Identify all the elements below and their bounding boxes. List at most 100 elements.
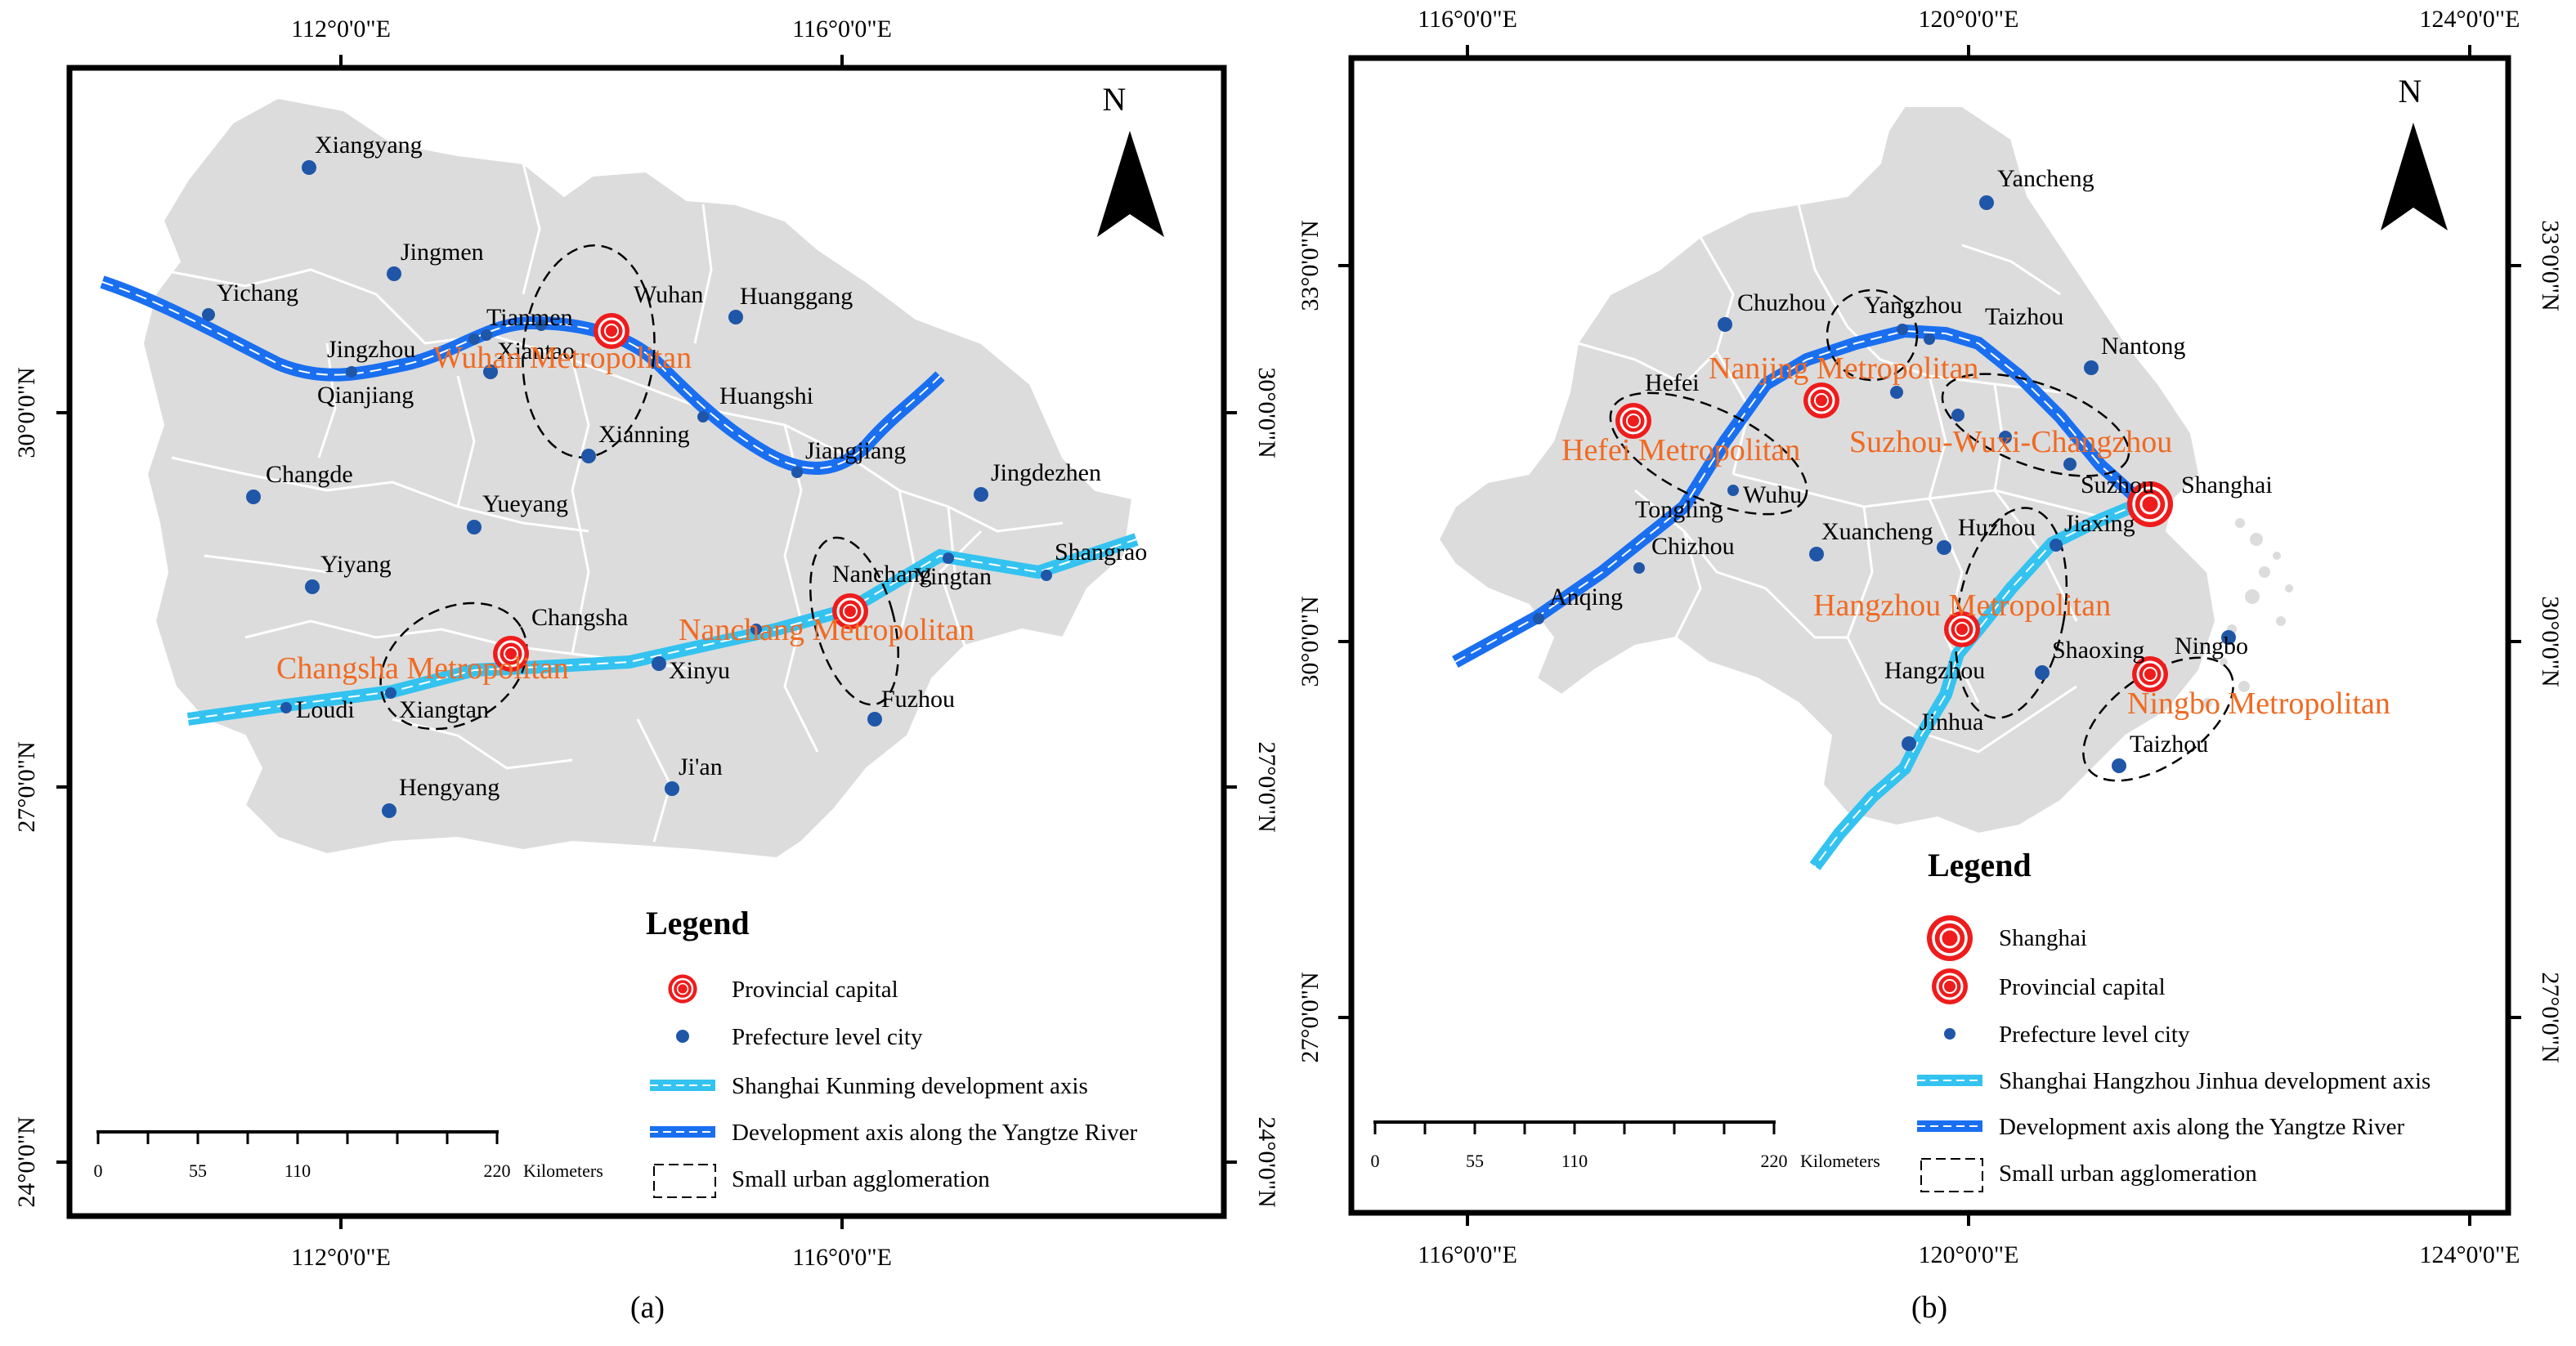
city-dot (468, 333, 480, 345)
city-label: Ningbo (2175, 633, 2248, 660)
capital-label: Hefei (1645, 369, 1700, 396)
legend-capital-swatch (667, 973, 698, 1004)
city-label: Chuzhou (1737, 289, 1826, 316)
city-label: Jingmen (401, 239, 484, 266)
city-dot (302, 160, 316, 175)
city-dot (1951, 409, 1964, 422)
panel-a-yangtze-axis-dash (101, 281, 941, 469)
city-label: Suzhou (2081, 472, 2154, 499)
city-label: Xinyu (669, 657, 730, 684)
city-label: Shaoxing (2052, 637, 2144, 664)
legend-item: Small urban agglomeration (732, 1166, 990, 1192)
city-dot (246, 490, 261, 504)
city-dot (202, 308, 215, 321)
metro-label: Wuhan Metropolitan (433, 341, 692, 375)
city-label: Xiangtan (399, 696, 489, 723)
city-label: Xuancheng (1821, 518, 1933, 545)
city-label: Xiantao (497, 338, 575, 364)
city-dot (665, 781, 679, 796)
city-dot (1727, 485, 1739, 496)
metro-label: Nanchang Metropolitan (679, 613, 974, 647)
lat-tick: 30°0'0"N (1297, 596, 1324, 686)
city-label: Huzhou (1958, 514, 2036, 541)
city-dot (1890, 386, 1903, 399)
city-dot (385, 687, 396, 699)
city-dot (280, 702, 292, 713)
capital-label: Wuhan (634, 281, 703, 308)
city-label: Tongling (1635, 496, 1723, 523)
city-label: Tianmen (486, 304, 573, 331)
city-dot (535, 320, 547, 331)
city-label: Yueyang (482, 490, 568, 517)
panel-a-city-markers (202, 160, 1052, 818)
scale-tick: 55 (1466, 1151, 1484, 1171)
city-label: Chizhou (1651, 533, 1735, 560)
city-dot (581, 449, 596, 463)
city-label: Jiaxing (2064, 510, 2135, 537)
city-dot (387, 266, 401, 281)
capital-label: Changsha (531, 604, 628, 631)
legend-item: Prefecture level city (1999, 1022, 2190, 1048)
panel-b-legend: Legend Shanghai Provincial capital Prefe… (1917, 847, 2430, 1192)
scale-tick: 110 (284, 1160, 311, 1181)
city-dot (1633, 562, 1645, 574)
lat-tick: 30°0'0"N (13, 367, 40, 458)
city-dot (2221, 630, 2236, 645)
panel-b-north-arrow: N (2381, 73, 2448, 230)
lon-tick: 116°0'0"E (792, 1244, 892, 1271)
city-label: Jinhua (1920, 709, 1983, 736)
legend-city-swatch (1944, 1028, 1956, 1040)
scale-tick: 220 (1761, 1151, 1788, 1171)
legend-item: Development axis along the Yangtze River (732, 1120, 1137, 1146)
city-dot (1897, 324, 1908, 335)
city-label: Yingtan (914, 563, 992, 590)
city-dot (1041, 570, 1052, 581)
lon-tick: 116°0'0"E (792, 16, 892, 42)
city-label: Wuhu (1743, 481, 1802, 508)
panel-a-north-arrow: N (1097, 81, 1164, 237)
city-dot (2050, 539, 2063, 552)
panel-a-graticule-ticks (56, 55, 1237, 1229)
city-dot (2084, 360, 2099, 375)
lon-tick: 116°0'0"E (1418, 1241, 1517, 1268)
panel-a-shanghai-kunming-axis-dash (187, 539, 1137, 720)
panel-b-label: (b) (1911, 1290, 1947, 1325)
panel-a-boundaries (159, 163, 1064, 843)
panel-a-legend: Legend Provincial capital Prefecture lev… (646, 905, 1137, 1198)
legend-item: Shanghai (1999, 925, 2087, 951)
city-dot (1809, 547, 1824, 561)
lon-tick: 124°0'0"E (2420, 6, 2520, 33)
capital-marker-nanjing (1802, 381, 1841, 420)
city-dot (652, 656, 666, 671)
city-label: Qianjiang (317, 382, 414, 409)
lat-tick: 27°0'0"N (1297, 972, 1324, 1062)
scale-unit: Kilometers (1800, 1151, 1880, 1171)
city-label: Yiyang (320, 551, 392, 578)
panel-b-city-markers (1533, 195, 2236, 773)
city-label: Hengyang (399, 774, 500, 801)
capital-label: Hangzhou (1884, 657, 1985, 684)
legend-item: Shanghai Hangzhou Jinhua development axi… (1999, 1068, 2430, 1094)
north-label: N (2399, 73, 2422, 110)
city-label: Taizhou (1985, 303, 2063, 330)
legend-item: Development axis along the Yangtze River (1999, 1114, 2404, 1140)
city-dot (1979, 195, 1994, 210)
lat-tick: 24°0'0"N (1253, 1116, 1280, 1207)
metro-label: Ningbo Metropolitan (2127, 686, 2390, 721)
panel-b-region (1437, 105, 2217, 835)
city-label: Taizhou (2130, 731, 2208, 758)
city-label: Changde (266, 461, 353, 488)
panel-b-islands (2202, 518, 2293, 708)
city-label: Nantong (2101, 333, 2185, 360)
city-dot (2112, 758, 2126, 773)
lat-tick: 30°0'0"N (2537, 596, 2564, 686)
city-dot (867, 712, 882, 727)
north-label: N (1103, 81, 1127, 118)
lat-tick: 27°0'0"N (2537, 972, 2564, 1062)
lon-tick: 116°0'0"E (1418, 6, 1517, 33)
city-dot (1924, 333, 1935, 345)
city-dot (1902, 736, 1916, 751)
city-dot (483, 364, 498, 379)
metro-label: Hangzhou Metropolitan (1813, 588, 2111, 623)
